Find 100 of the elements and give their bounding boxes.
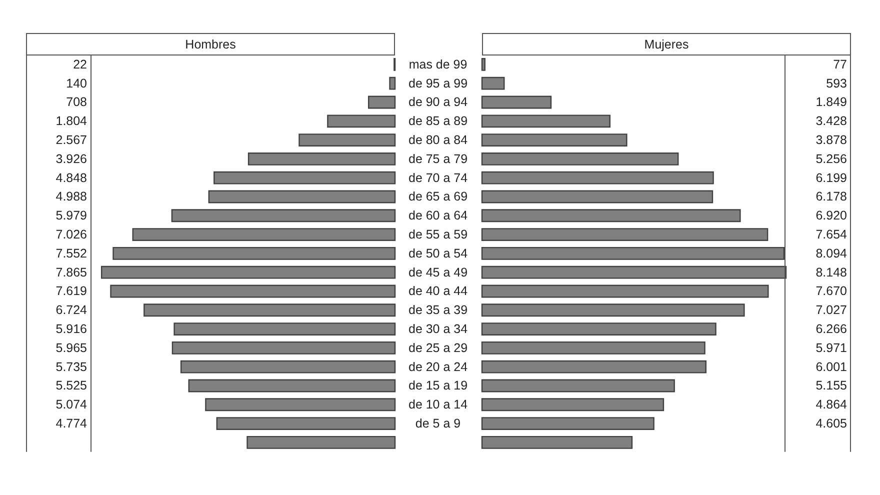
data-label: 4.605	[816, 416, 848, 431]
bar	[208, 190, 396, 204]
bar	[132, 228, 396, 242]
bar	[216, 417, 396, 430]
chart-title: Mujeres	[644, 38, 689, 52]
data-label: 6.920	[816, 208, 848, 223]
bar	[389, 76, 396, 90]
bar	[481, 134, 628, 147]
bar	[481, 398, 664, 412]
y-tick-label: de 25 a 29	[408, 340, 468, 355]
data-label: 5.256	[816, 152, 848, 166]
data-label: 6.266	[816, 322, 848, 336]
data-label: 593	[826, 76, 848, 90]
data-label: 7.865	[56, 265, 88, 280]
bar	[481, 58, 486, 71]
bar	[481, 360, 706, 374]
y-tick-label: de 70 a 74	[408, 170, 468, 185]
y-tick-label: de 35 a 39	[408, 303, 468, 318]
bar	[327, 114, 396, 128]
y-tick-label: de 95 a 99	[408, 76, 468, 90]
data-label: 140	[66, 76, 88, 90]
data-label: 5.155	[816, 378, 848, 393]
y-tick-label: de 65 a 69	[408, 190, 468, 204]
bar	[481, 228, 768, 242]
data-label: 7.027	[816, 303, 848, 318]
bar	[298, 134, 396, 147]
y-tick-label: de 10 a 14	[408, 398, 468, 412]
data-label: 7.654	[816, 228, 848, 242]
bar	[481, 284, 769, 298]
bar	[174, 322, 396, 336]
bar	[144, 304, 396, 317]
data-label: 7.026	[56, 228, 88, 242]
bar	[481, 417, 654, 430]
data-label: 2.567	[56, 133, 88, 148]
bar	[246, 436, 396, 449]
bar	[481, 114, 610, 128]
data-label: 7.670	[816, 284, 848, 298]
y-tick-label: de 20 a 24	[408, 360, 468, 374]
y-tick-label: de 45 a 49	[408, 265, 468, 280]
data-label: 22	[73, 57, 88, 72]
y-tick-label: de 75 a 79	[408, 152, 468, 166]
data-label: 6.001	[816, 360, 848, 374]
data-label: 6.199	[816, 170, 848, 185]
data-label: 5.971	[816, 340, 848, 355]
data-label: 5.074	[56, 398, 88, 412]
data-label: 5.965	[56, 340, 88, 355]
data-label: 5.916	[56, 322, 88, 336]
y-tick-label: de 50 a 54	[408, 246, 468, 260]
data-label: 77	[833, 57, 848, 72]
bar	[481, 266, 787, 279]
bar	[481, 246, 785, 260]
bar	[481, 76, 505, 90]
y-tick-label: de 55 a 59	[408, 228, 468, 242]
data-label: 3.428	[816, 114, 848, 128]
data-label: 5.735	[56, 360, 88, 374]
bar	[172, 341, 396, 354]
bar	[481, 171, 714, 184]
y-tick-label: de 40 a 44	[408, 284, 468, 298]
data-label: 3.926	[56, 152, 88, 166]
data-label: 8.094	[816, 246, 848, 260]
bar	[112, 246, 396, 260]
data-label: 5.979	[56, 208, 88, 223]
bar	[180, 360, 396, 374]
data-label: 6.724	[56, 303, 88, 318]
bar	[188, 379, 396, 392]
bar	[481, 304, 745, 317]
data-label: 3.878	[816, 133, 848, 148]
y-tick-label: de 90 a 94	[408, 95, 468, 110]
bar	[481, 436, 633, 449]
bar	[481, 341, 706, 354]
y-tick-label: de 5 a 9	[415, 416, 461, 431]
y-tick-label: de 85 a 89	[408, 114, 468, 128]
bar	[481, 152, 679, 166]
data-label: 4.848	[56, 170, 88, 185]
y-tick-label: mas de 99	[408, 57, 468, 72]
data-label: 6.178	[816, 190, 848, 204]
bar	[110, 284, 396, 298]
bar	[481, 96, 552, 109]
bar	[481, 322, 716, 336]
y-tick-label: de 30 a 34	[408, 322, 468, 336]
y-tick-label: de 15 a 19	[408, 378, 468, 393]
chart-title: Hombres	[185, 38, 236, 52]
bar	[248, 152, 396, 166]
y-tick-label: de 80 a 84	[408, 133, 468, 148]
bar	[481, 379, 675, 392]
data-label: 4.988	[56, 190, 88, 204]
bar	[171, 209, 396, 222]
y-tick-label: de 60 a 64	[408, 208, 468, 223]
bar	[368, 96, 396, 109]
data-label: 4.864	[816, 398, 848, 412]
data-label: 7.552	[56, 246, 88, 260]
data-label: 7.619	[56, 284, 88, 298]
data-label: 708	[66, 95, 88, 110]
bar	[481, 209, 741, 222]
bar	[205, 398, 396, 412]
bar	[481, 190, 714, 204]
data-label: 4.774	[56, 416, 88, 431]
data-label: 1.804	[56, 114, 88, 128]
data-label: 8.148	[816, 265, 848, 280]
data-label: 1.849	[816, 95, 848, 110]
